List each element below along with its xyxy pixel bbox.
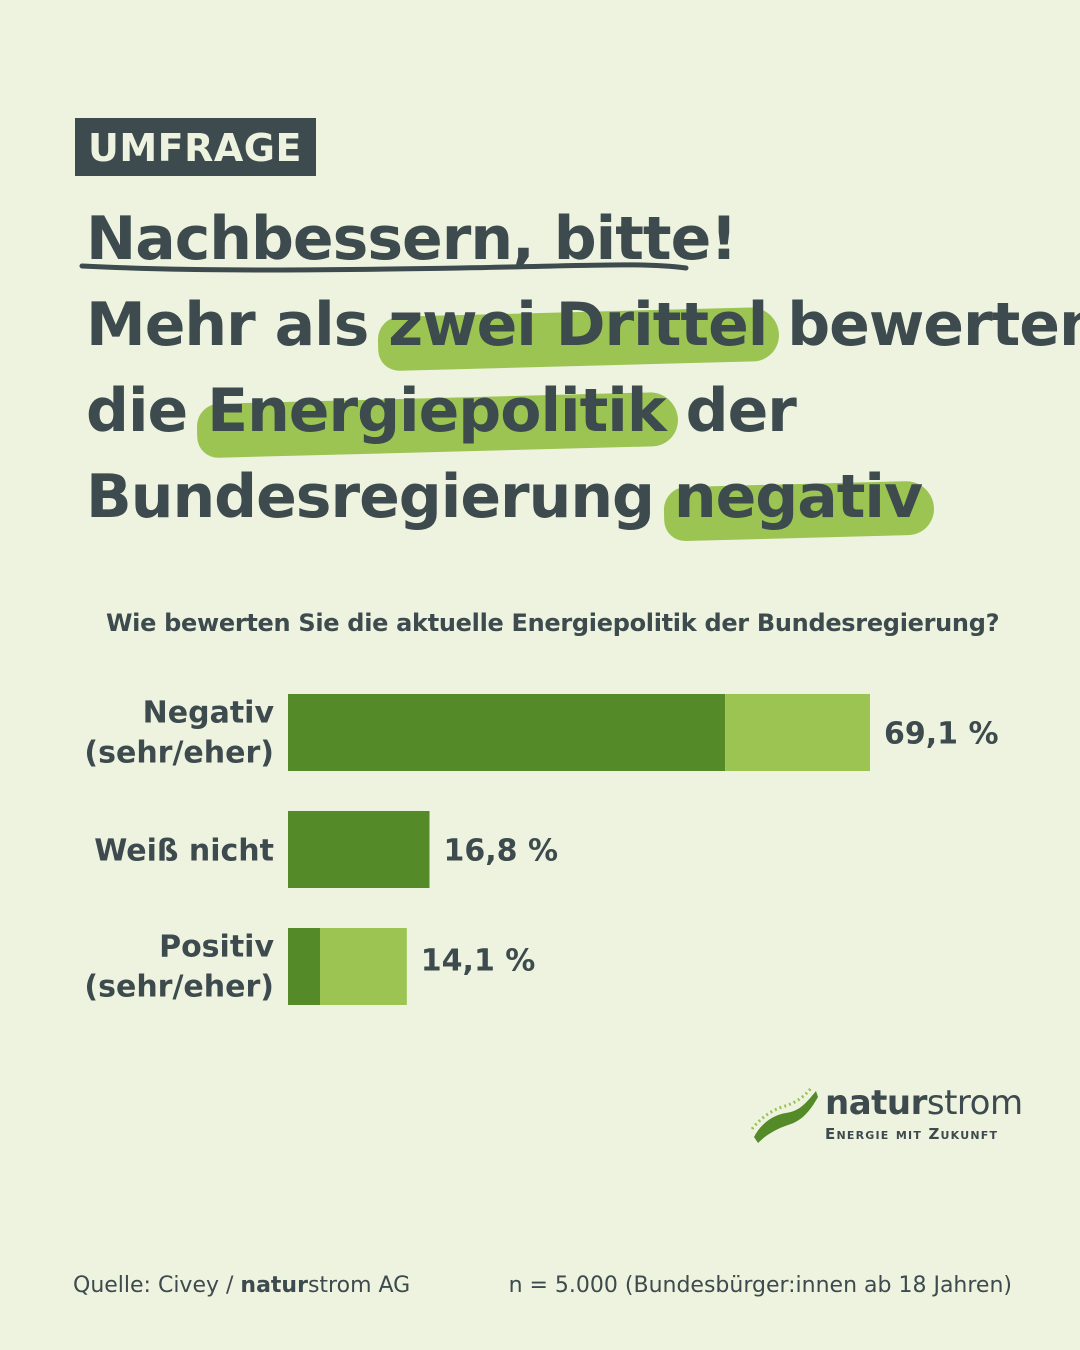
value-label-2: 14,1 % [421, 944, 536, 979]
headline: Nachbessern, bitte! Mehr als zwei Dritte… [79, 196, 1080, 540]
source-regular: strom AG [307, 1273, 411, 1298]
highlight-energiepolitik: Energiepolitik [207, 368, 667, 454]
highlight-negativ: negativ [674, 454, 923, 540]
survey-bar-chart: Negativ (sehr/eher) 69,1 % Weiß nicht 16,8 %… [84, 694, 999, 1005]
logo-brand-bold: natur [825, 1083, 927, 1123]
category-label-0-0: Negativ [143, 696, 275, 731]
headline-title: Nachbessern, bitte! [79, 196, 738, 282]
bar-segment-eher-0 [725, 694, 870, 771]
headline-line-3: die Energiepolitik der [86, 368, 1046, 454]
naturstrom-wave-icon [750, 1086, 818, 1143]
bar-segment-sehr-0 [288, 694, 726, 771]
headline-text: bewerten [767, 290, 1080, 360]
logo-brand-regular: strom [926, 1083, 1023, 1123]
footer-sample-size: n = 5.000 (Bundesbürger:innen ab 18 Jahr… [508, 1273, 1012, 1298]
highlight-zwei-drittel: zwei Drittel [388, 282, 768, 368]
title-underline-stroke [79, 262, 689, 273]
naturstrom-logo: naturstrom Energie mit Zukunft [750, 1083, 1023, 1149]
category-label-2-1: (sehr/eher) [84, 970, 274, 1005]
headline-text: Bundesregierung [86, 462, 674, 532]
value-label-1: 16,8 % [444, 834, 559, 869]
logo-tagline: Energie mit Zukunft [825, 1125, 999, 1143]
headline-text: Mehr als [86, 290, 389, 360]
bar-segment-eher-2 [320, 928, 407, 1005]
source-bold: natur [240, 1273, 308, 1298]
category-label-0-1: (sehr/eher) [84, 736, 274, 771]
value-label-0: 69,1 % [884, 717, 999, 752]
headline-line-4: Bundesregierung negativ [86, 454, 1046, 540]
chart-question: Wie bewerten Sie die aktuelle Energiepol… [106, 609, 1000, 637]
bar-segment-sehr-2 [288, 928, 320, 1005]
headline-title-line: Nachbessern, bitte! [79, 196, 1046, 282]
headline-text: die [86, 376, 208, 446]
source-prefix: Quelle: Civey / [73, 1273, 241, 1298]
bar-segment-sehr-1 [288, 811, 430, 888]
headline-line-2: Mehr als zwei Drittel bewerten [86, 282, 1080, 368]
footer-source: Quelle: Civey / naturstrom AG [73, 1273, 410, 1298]
umfrage-badge: UMFRAGE [75, 118, 316, 176]
category-label-1-0: Weiß nicht [94, 834, 274, 869]
logo-wordmark: naturstrom [825, 1083, 1023, 1123]
headline-text: der [665, 376, 797, 446]
category-label-2-0: Positiv [159, 930, 274, 965]
headline-title-text: Nachbessern, bitte! [86, 204, 738, 274]
